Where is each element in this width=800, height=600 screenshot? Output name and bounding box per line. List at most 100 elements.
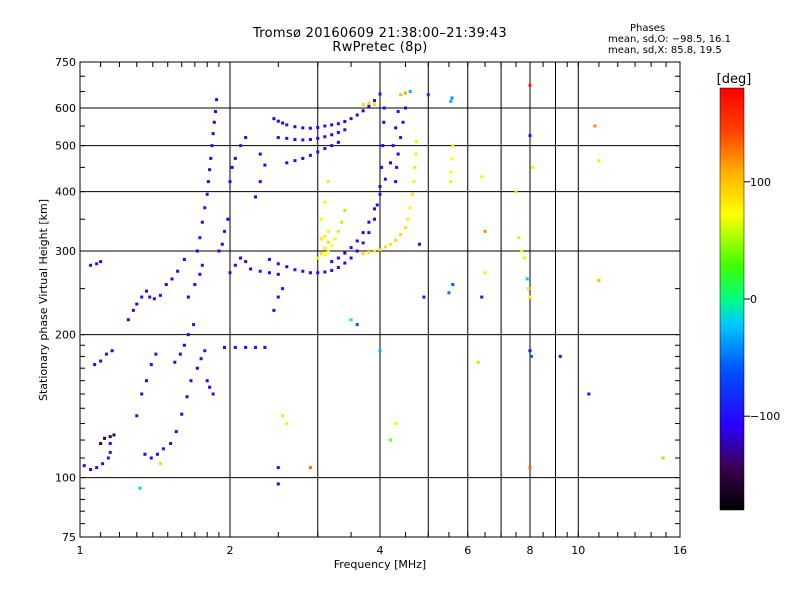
data-point — [361, 252, 365, 256]
data-point — [208, 168, 212, 172]
data-point — [451, 283, 455, 287]
data-point — [138, 486, 142, 490]
data-point — [223, 229, 227, 233]
x-tick-label: 1 — [77, 544, 84, 557]
data-point — [382, 106, 386, 110]
data-point — [326, 240, 330, 244]
data-point — [106, 456, 110, 460]
data-point — [93, 363, 97, 367]
data-point — [276, 136, 280, 140]
data-point — [373, 207, 377, 211]
data-point — [355, 113, 359, 117]
data-point — [336, 140, 340, 144]
data-point — [233, 345, 237, 349]
data-point — [220, 242, 224, 246]
y-tick-label: 75 — [62, 531, 76, 544]
data-point — [355, 239, 359, 243]
data-point — [383, 245, 387, 249]
data-point — [326, 229, 330, 233]
y-tick-label: 750 — [55, 56, 76, 69]
data-point — [203, 206, 207, 210]
data-point — [528, 295, 532, 299]
data-point — [239, 256, 243, 260]
data-point — [367, 101, 371, 105]
data-point — [336, 265, 340, 269]
data-point — [99, 359, 103, 363]
colorbar-tick-label: 100 — [750, 176, 771, 189]
data-point — [417, 242, 421, 246]
data-point — [173, 360, 177, 364]
data-point — [343, 261, 347, 265]
data-point — [336, 256, 340, 260]
x-tick-label: 4 — [377, 544, 384, 557]
data-point — [212, 120, 216, 124]
y-tick-label: 200 — [55, 329, 76, 342]
data-point — [399, 136, 403, 140]
data-point — [480, 175, 484, 179]
data-point — [399, 233, 403, 237]
y-axis-label: Stationary phase Virtual Height [km] — [37, 199, 50, 401]
data-point — [308, 466, 312, 470]
data-point — [450, 156, 454, 160]
data-point — [276, 295, 280, 299]
data-point — [483, 229, 487, 233]
data-point — [378, 92, 382, 96]
data-point — [158, 462, 162, 466]
data-point — [413, 165, 417, 169]
data-point — [323, 147, 327, 151]
data-point — [330, 244, 334, 248]
data-point — [308, 271, 312, 275]
colorbar-ticks: 100 0 −100 — [744, 176, 780, 423]
data-point — [200, 220, 204, 224]
y-tick-label: 400 — [55, 186, 76, 199]
data-point — [152, 297, 156, 301]
data-point — [367, 104, 371, 108]
data-point — [422, 295, 426, 299]
data-point — [343, 128, 347, 132]
data-point — [253, 195, 257, 199]
y-tick-label: 600 — [55, 102, 76, 115]
data-point — [449, 170, 453, 174]
data-point — [276, 482, 280, 486]
data-point — [408, 90, 412, 94]
data-point — [301, 156, 305, 160]
data-point — [170, 277, 174, 281]
data-point — [523, 256, 527, 260]
data-point — [396, 152, 400, 156]
data-point — [308, 138, 312, 142]
data-point — [323, 135, 327, 139]
data-point — [210, 144, 214, 148]
x-tick-label: 8 — [527, 544, 534, 557]
data-point — [276, 119, 280, 123]
data-point — [326, 249, 330, 253]
data-point — [228, 180, 232, 184]
data-point — [198, 236, 202, 240]
data-point — [148, 295, 152, 299]
data-point — [597, 279, 601, 283]
stats-heading: Phases — [630, 23, 666, 34]
data-point — [529, 354, 533, 358]
data-point — [272, 308, 276, 312]
data-point — [412, 180, 416, 184]
data-point — [528, 466, 532, 470]
data-point — [158, 293, 162, 297]
data-point — [308, 153, 312, 157]
data-point — [185, 395, 189, 399]
data-point — [95, 466, 99, 470]
data-point — [145, 379, 149, 383]
data-point — [333, 237, 337, 241]
data-point — [406, 217, 410, 221]
data-point — [316, 125, 320, 129]
data-point — [263, 345, 267, 349]
data-point — [293, 125, 297, 129]
data-point — [209, 156, 213, 160]
data-point — [154, 352, 158, 356]
data-point — [343, 120, 347, 124]
data-point — [349, 256, 353, 260]
data-point — [89, 263, 93, 267]
x-axis-label: Frequency [MHz] — [334, 558, 426, 571]
data-point — [450, 96, 454, 100]
data-point — [361, 241, 365, 245]
data-point — [239, 144, 243, 148]
data-point — [293, 159, 297, 163]
